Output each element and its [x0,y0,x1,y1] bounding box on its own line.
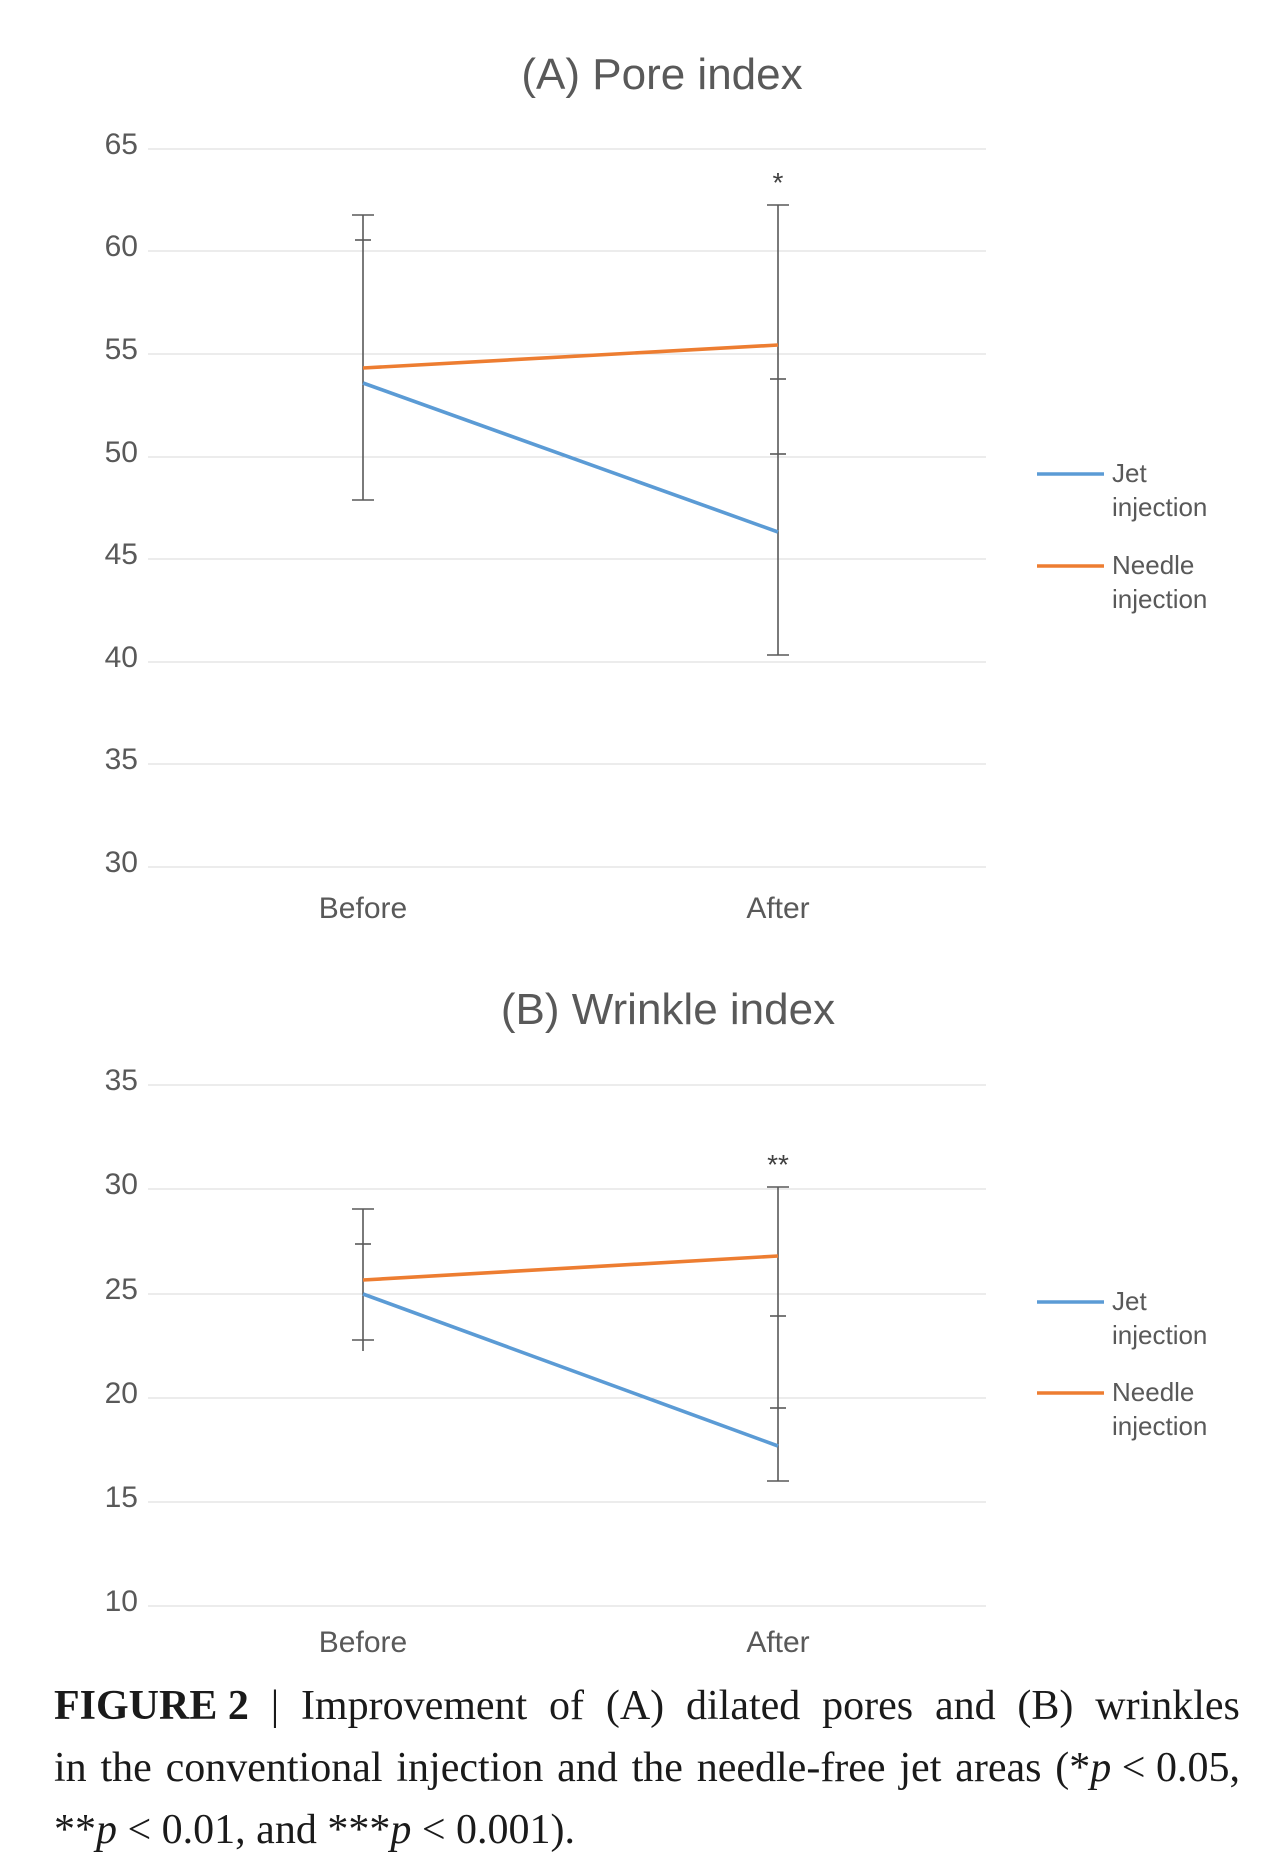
svg-text:After: After [746,1626,809,1659]
svg-text:30: 30 [105,1168,138,1201]
svg-text:60: 60 [105,230,138,263]
svg-text:Before: Before [319,892,407,925]
svg-text:55: 55 [105,333,138,366]
svg-text:Before: Before [319,1626,407,1659]
svg-text:15: 15 [105,1481,138,1514]
svg-text:65: 65 [105,128,138,161]
svg-text:35: 35 [105,1064,138,1097]
svg-text:After: After [746,892,809,925]
svg-text:**: ** [767,1149,789,1180]
svg-text:injection: injection [1112,584,1207,614]
svg-text:Jet: Jet [1112,1286,1147,1316]
svg-text:injection: injection [1112,1320,1207,1350]
svg-text:injection: injection [1112,492,1207,522]
svg-text:50: 50 [105,436,138,469]
svg-text:40: 40 [105,641,138,674]
svg-text:45: 45 [105,538,138,571]
svg-text:Jet: Jet [1112,458,1147,488]
svg-text:10: 10 [105,1585,138,1618]
svg-text:30: 30 [105,846,138,879]
svg-text:20: 20 [105,1377,138,1410]
svg-text:Needle: Needle [1112,550,1194,580]
svg-text:injection: injection [1112,1411,1207,1441]
svg-text:35: 35 [105,743,138,776]
svg-text:*: * [773,167,784,198]
svg-text:25: 25 [105,1273,138,1306]
svg-text:Needle: Needle [1112,1377,1194,1407]
